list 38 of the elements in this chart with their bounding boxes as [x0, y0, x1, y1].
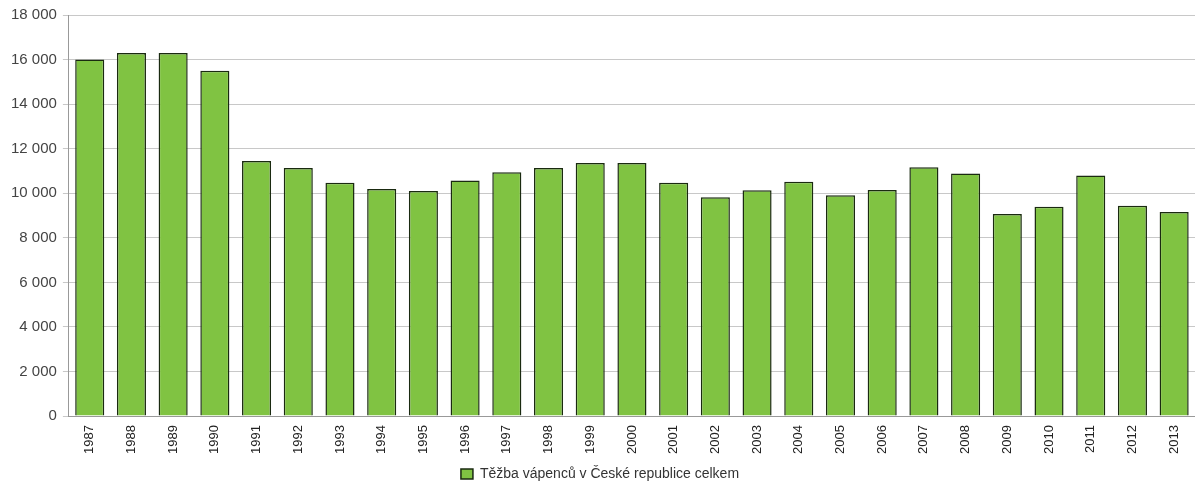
x-tick-label: 2008 [957, 425, 973, 454]
x-tick-label: 2003 [748, 425, 764, 454]
y-tick-label: 16 000 [10, 49, 57, 67]
x-tick-label: 2000 [623, 425, 639, 454]
y-tick-label: 12 000 [10, 138, 57, 156]
x-tick-label: 2002 [706, 425, 722, 454]
x-tick-label: 1988 [123, 425, 139, 454]
x-tick-label: 1989 [164, 425, 180, 454]
y-tick-label: 10 000 [10, 183, 57, 201]
y-tick-label: 6 000 [19, 272, 57, 290]
x-tick-label: 1998 [540, 425, 556, 454]
x-tick-label: 2005 [832, 425, 848, 454]
x-tick-label: 2009 [998, 425, 1014, 454]
x-tick-label: 1997 [498, 425, 514, 454]
x-tick-label: 2004 [790, 425, 806, 454]
x-tick-label: 1993 [331, 425, 347, 454]
y-tick-label: 14 000 [10, 94, 57, 112]
x-tick-label: 1992 [289, 425, 305, 454]
x-tick-label: 1991 [248, 425, 264, 454]
x-tick-label: 1995 [414, 425, 430, 454]
x-tick-label: 2012 [1124, 425, 1140, 454]
x-tick-label: 1999 [581, 425, 597, 454]
legend-label: Těžba vápenců v České republice celkem [479, 464, 740, 481]
x-tick-label: 1996 [456, 425, 472, 454]
x-tick-label: 1990 [206, 425, 222, 454]
x-tick-label: 1987 [81, 425, 97, 454]
x-tick-label: 2007 [915, 425, 931, 454]
x-tick-label: 2011 [1082, 425, 1098, 454]
x-tick-label: 2006 [873, 425, 889, 454]
y-tick-label: 8 000 [19, 227, 57, 245]
y-tick-label: 18 000 [10, 5, 57, 23]
y-tick-label: 0 [48, 406, 57, 424]
x-tick-label: 2013 [1165, 425, 1181, 454]
x-tick-label: 2001 [665, 425, 681, 454]
y-tick-label: 2 000 [19, 361, 57, 379]
x-tick-label: 2010 [1040, 425, 1056, 454]
y-tick-label: 4 000 [19, 317, 57, 335]
x-tick-label: 1994 [373, 425, 389, 454]
